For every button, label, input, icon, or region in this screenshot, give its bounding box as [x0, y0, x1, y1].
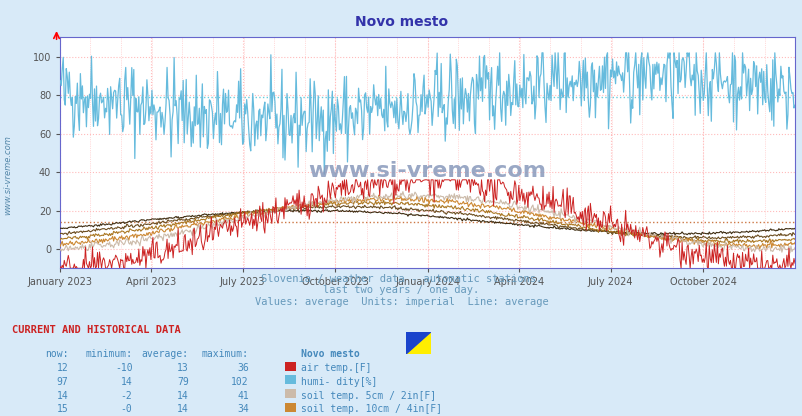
- Text: now:: now:: [45, 349, 68, 359]
- Text: soil temp. 5cm / 2in[F]: soil temp. 5cm / 2in[F]: [301, 391, 435, 401]
- Text: 36: 36: [237, 363, 249, 373]
- Text: 14: 14: [176, 404, 188, 414]
- Text: average:: average:: [141, 349, 188, 359]
- Text: www.si-vreme.com: www.si-vreme.com: [308, 161, 546, 181]
- Text: 34: 34: [237, 404, 249, 414]
- Text: 102: 102: [231, 377, 249, 387]
- Text: humi- dity[%]: humi- dity[%]: [301, 377, 377, 387]
- Text: 14: 14: [120, 377, 132, 387]
- Text: 12: 12: [56, 363, 68, 373]
- Text: www.si-vreme.com: www.si-vreme.com: [3, 135, 13, 215]
- Text: 97: 97: [56, 377, 68, 387]
- Text: soil temp. 10cm / 4in[F]: soil temp. 10cm / 4in[F]: [301, 404, 442, 414]
- Text: minimum:: minimum:: [85, 349, 132, 359]
- Text: 41: 41: [237, 391, 249, 401]
- Text: maximum:: maximum:: [201, 349, 249, 359]
- Text: Novo mesto: Novo mesto: [354, 15, 448, 29]
- Text: Novo mesto: Novo mesto: [301, 349, 359, 359]
- Text: CURRENT AND HISTORICAL DATA: CURRENT AND HISTORICAL DATA: [12, 325, 180, 335]
- Text: last two years / one day.: last two years / one day.: [323, 285, 479, 295]
- Text: 13: 13: [176, 363, 188, 373]
- Text: air temp.[F]: air temp.[F]: [301, 363, 371, 373]
- Text: Values: average  Units: imperial  Line: average: Values: average Units: imperial Line: av…: [254, 297, 548, 307]
- Text: 79: 79: [176, 377, 188, 387]
- Text: 14: 14: [56, 391, 68, 401]
- Text: -0: -0: [120, 404, 132, 414]
- Text: -10: -10: [115, 363, 132, 373]
- Text: 14: 14: [176, 391, 188, 401]
- Text: 15: 15: [56, 404, 68, 414]
- Polygon shape: [405, 332, 431, 354]
- Text: Slovenia / weather data - automatic stations.: Slovenia / weather data - automatic stat…: [261, 274, 541, 284]
- Text: -2: -2: [120, 391, 132, 401]
- Polygon shape: [405, 332, 431, 354]
